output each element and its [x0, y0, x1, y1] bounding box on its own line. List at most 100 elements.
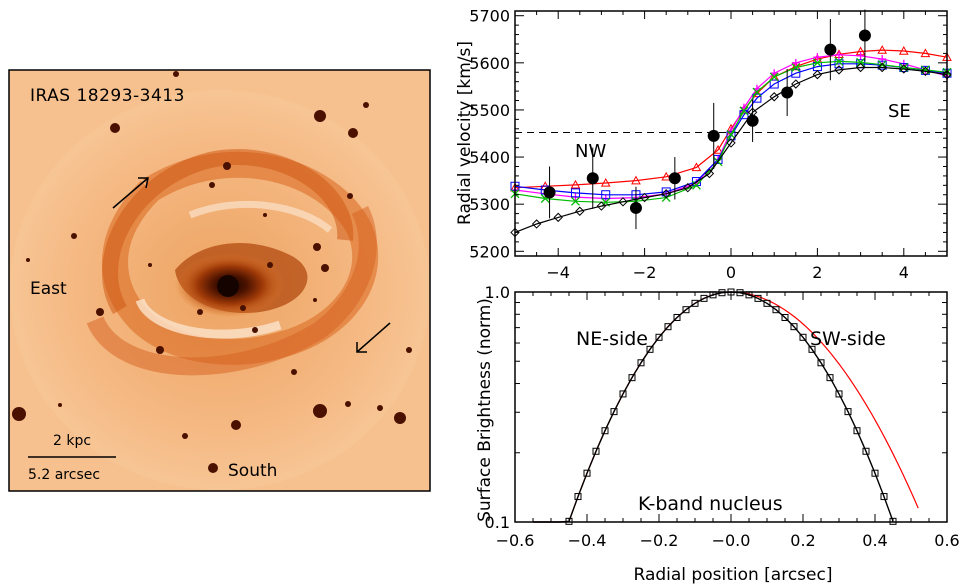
velocity-series-4-point: [726, 138, 736, 148]
velocity-series-3-point: [834, 56, 844, 66]
velocity-series-3-point: [769, 72, 779, 82]
brightness-profile-point: [646, 345, 654, 353]
brightness-profile-point: [592, 447, 600, 455]
velocity-xtick-label: 0: [726, 263, 736, 282]
data-point: [781, 86, 794, 99]
brightness-model-line: [533, 291, 919, 523]
velocity-series-4-point: [704, 168, 715, 179]
velocity-series-1-point: [856, 51, 865, 60]
scale-arcsec-label: 5.2 arcsec: [28, 467, 100, 483]
annotation-ne-side: NE-side: [576, 328, 648, 350]
data-point: [629, 201, 642, 214]
velocity-xtick-label: 4: [899, 263, 909, 282]
velocity-chart: −4 −2 0 2 4 5200 5300 5400 5500 5600 5700 Radial v…: [455, 7, 952, 282]
brightness-profile-point: [610, 408, 618, 416]
data-point: [543, 186, 556, 199]
brightness-profile-point: [619, 390, 627, 398]
brightness-profile-point: [808, 345, 816, 353]
brightness-xtick-label: −0.2: [640, 531, 679, 550]
brightness-profile-point: [673, 313, 681, 321]
velocity-series-3-point: [752, 87, 762, 97]
brightness-profile-point: [574, 493, 582, 501]
data-point: [586, 172, 599, 185]
brightness-xtick-label: 0.2: [790, 531, 815, 550]
image-frame: [8, 69, 431, 492]
velocity-series-0-point: [691, 162, 702, 172]
brightness-profile-point: [799, 333, 807, 341]
velocity-series-4-point: [683, 182, 693, 193]
velocity-series-4-point: [812, 69, 823, 80]
data-point: [746, 114, 759, 127]
velocity-series-0-point: [631, 175, 641, 185]
velocity-series-4-point: [791, 79, 801, 89]
velocity-series-4-point: [639, 192, 650, 203]
brightness-xtick-label: −0.4: [568, 531, 607, 550]
brightness-profile-point: [871, 469, 879, 477]
brightness-ytick-label: 1.0: [485, 283, 510, 302]
velocity-ylabel: Radial velocity [km/s]: [455, 41, 475, 225]
velocity-series-2-point: [661, 187, 671, 197]
velocity-series-1-point: [835, 50, 843, 59]
brightness-profile-point: [655, 333, 663, 341]
annotation-k-band: K-band nucleus: [638, 493, 783, 515]
brightness-ytick-label: 0.1: [485, 513, 510, 532]
arrow-sw-icon: [356, 322, 391, 353]
image-title: IRAS 18293-3413: [30, 86, 185, 106]
velocity-series-1-point: [813, 53, 822, 62]
brightness-xtick-label: −0.6: [496, 531, 535, 550]
data-point: [668, 172, 681, 185]
brightness-profile-point: [880, 493, 888, 501]
velocity-ytick-label: 5200: [469, 242, 510, 261]
velocity-series-0-point: [877, 45, 888, 54]
velocity-series-0-point: [661, 171, 672, 181]
data-point: [707, 129, 720, 142]
velocity-series-2-point: [769, 79, 779, 89]
velocity-series-4-point: [661, 189, 671, 199]
velocity-series-4-point: [769, 92, 779, 102]
velocity-series-1-point: [878, 55, 887, 64]
galaxy-image: [10, 71, 430, 490]
velocity-ytick-label: 5500: [469, 101, 510, 120]
velocity-xtick-label: −4: [546, 263, 570, 282]
brightness-profile-point: [754, 294, 762, 302]
brightness-xlabel: Radial position [arcsec]: [634, 565, 833, 585]
velocity-series-4-point: [855, 62, 866, 73]
velocity-series-4-point: [899, 64, 909, 74]
brightness-profile-point: [853, 427, 861, 435]
velocity-series-4-point: [553, 212, 563, 223]
brightness-profile-point: [700, 294, 708, 302]
brightness-profile-point: [781, 313, 789, 321]
brightness-frame: [514, 291, 948, 523]
velocity-plot-area: [510, 9, 952, 238]
label-south: South: [228, 461, 277, 481]
brightness-profile-point: [664, 323, 672, 331]
velocity-series-line-0: [514, 49, 948, 189]
velocity-series-4-point: [596, 201, 607, 211]
velocity-series-2-point: [834, 59, 844, 69]
velocity-series-3-point: [812, 58, 822, 68]
velocity-ytick-label: 5700: [469, 7, 510, 26]
velocity-xtick-label: −2: [633, 263, 657, 282]
velocity-series-2-point: [570, 188, 580, 198]
velocity-series-3-point: [856, 57, 866, 67]
galaxy-image-panel: IRAS 18293-3413 East South 2 kpc 5.2 arc…: [8, 69, 431, 492]
velocity-series-4-point: [531, 219, 542, 229]
velocity-series-line-4: [514, 66, 948, 233]
brightness-profile-point: [763, 299, 771, 307]
velocity-axes: −4 −2 0 2 4 5200 5300 5400 5500 5600 5700: [469, 7, 948, 282]
brightness-profile-point: [583, 469, 591, 477]
velocity-series-4-point: [920, 66, 931, 77]
brightness-profile-point: [817, 359, 825, 367]
brightness-axes: −0.6 −0.4 −0.2 −0.0 0.2 0.4 0.6 0.1 1.0: [485, 283, 960, 550]
brightness-ylabel: Surface Brightness (norm): [475, 298, 495, 522]
velocity-ytick-label: 5300: [469, 195, 510, 214]
brightness-profile-point: [862, 447, 870, 455]
velocity-series-0-point: [752, 88, 762, 98]
brightness-profile-point: [682, 306, 690, 314]
brightness-profile-point: [601, 427, 609, 435]
velocity-series-0-point: [600, 177, 611, 187]
annotation-se: SE: [888, 101, 911, 122]
velocity-series-0-point: [713, 144, 723, 154]
data-point: [858, 29, 871, 42]
velocity-series-3-point: [726, 129, 736, 139]
